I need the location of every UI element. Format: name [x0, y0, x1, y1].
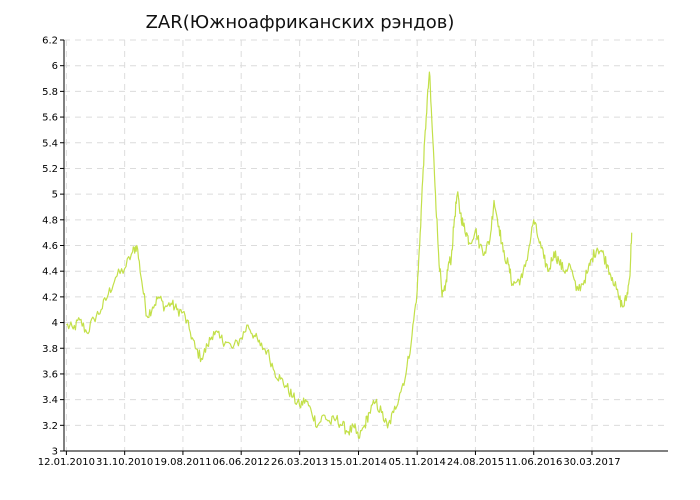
x-tick-label: 19.08.2011 [154, 457, 211, 468]
x-tick-layer: 12.01.2010 31.10.2010 19.08.2011 06.06.2012… [38, 451, 621, 468]
series-line [65, 71, 633, 439]
y-tick-label: 5.6 [42, 113, 58, 124]
grid-layer [64, 39, 668, 451]
y-tick-label: 4.8 [42, 215, 58, 226]
x-tick-label: 26.03.2013 [271, 457, 328, 468]
y-tick-label: 5.2 [42, 164, 58, 175]
x-tick-label: 15.01.2014 [330, 457, 387, 468]
y-tick-label: 5 [52, 190, 58, 201]
y-tick-label: 3 [52, 447, 58, 458]
y-tick-label: 3.4 [42, 395, 58, 406]
series-layer [65, 71, 633, 439]
y-tick-layer: 3 3.2 3.4 3.6 3.8 4 4.2 4.4 4.6 4.8 5 5.2 5.4 5.6 5.8 6… [42, 36, 64, 458]
y-tick-label: 4.6 [42, 241, 58, 252]
x-tick-label: 12.01.2010 [38, 457, 95, 468]
y-tick-label: 4.2 [42, 292, 58, 303]
x-tick-label: 11.06.2016 [505, 457, 562, 468]
x-tick-label: 06.06.2012 [213, 457, 270, 468]
y-tick-label: 6 [52, 61, 58, 72]
y-tick-label: 3.8 [42, 344, 58, 355]
y-tick-label: 5.8 [42, 87, 58, 98]
x-tick-label: 30.03.2017 [563, 457, 620, 468]
x-tick-label: 05.11.2014 [389, 457, 446, 468]
y-tick-label: 3.2 [42, 421, 58, 432]
y-tick-label: 3.6 [42, 369, 58, 380]
x-tick-label: 24.08.2015 [447, 457, 504, 468]
y-tick-label: 5.4 [42, 138, 58, 149]
y-tick-label: 4 [52, 318, 58, 329]
y-tick-label: 4.4 [42, 267, 58, 278]
x-tick-label: 31.10.2010 [96, 457, 153, 468]
y-tick-label: 6.2 [42, 36, 58, 47]
chart-title: ZAR(Южноафриканских рэндов) [145, 12, 455, 33]
